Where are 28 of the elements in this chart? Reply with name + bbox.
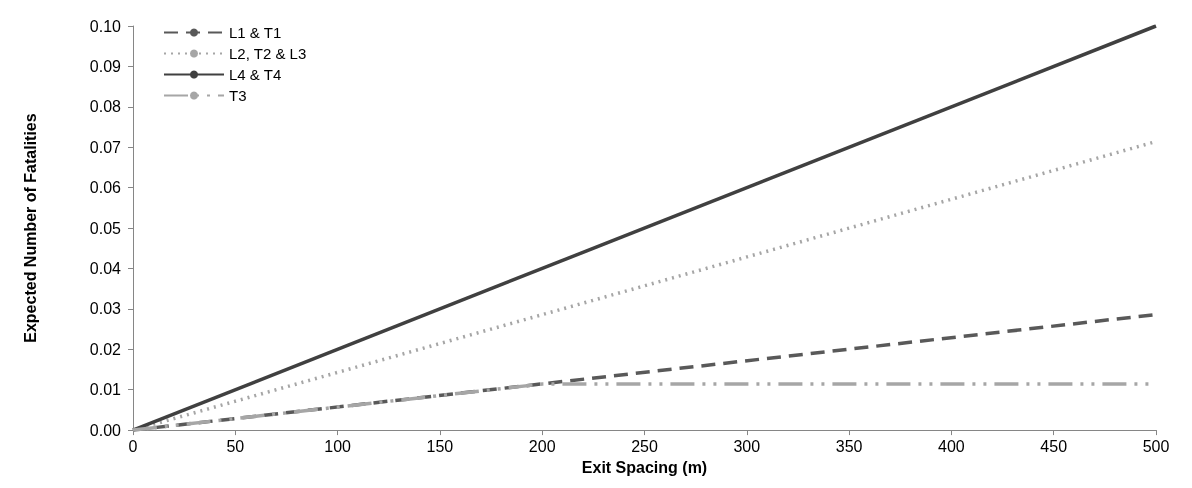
- legend-label: L4 & T4: [229, 66, 282, 83]
- x-tick-label: 100: [324, 437, 352, 455]
- y-tick-label: 0.06: [89, 179, 122, 197]
- x-tick-label: 50: [226, 437, 245, 455]
- y-tick-label: 0.05: [89, 219, 122, 237]
- legend-label: T3: [229, 87, 247, 104]
- x-tick-label: 150: [426, 437, 454, 455]
- x-tick-label: 450: [1040, 437, 1068, 455]
- y-tick-label: 0.09: [89, 57, 122, 75]
- y-tick-label: 0.02: [89, 340, 122, 358]
- x-tick-label: 500: [1142, 437, 1170, 455]
- x-tick-label: 250: [631, 437, 658, 455]
- x-axis-title: Exit Spacing (m): [581, 458, 708, 476]
- y-tick-label: 0.07: [89, 138, 122, 156]
- x-tick-label: 0: [128, 437, 138, 455]
- legend-label: L1 & T1: [229, 24, 282, 41]
- y-tick-label: 0.10: [89, 17, 122, 35]
- x-tick-label: 400: [938, 437, 965, 455]
- legend-label: L2, T2 & L3: [229, 45, 307, 62]
- y-axis-title: Expected Number of Fatalities: [21, 113, 39, 343]
- y-tick-label: 0.03: [89, 300, 122, 318]
- y-tick-label: 0.04: [89, 259, 122, 277]
- x-tick-label: 300: [733, 437, 761, 455]
- x-tick-label: 200: [528, 437, 556, 455]
- y-tick-label: 0.01: [89, 381, 122, 399]
- y-tick-label: 0.08: [89, 98, 122, 116]
- x-tick-label: 350: [835, 437, 863, 455]
- y-tick-label: 0.00: [89, 421, 122, 439]
